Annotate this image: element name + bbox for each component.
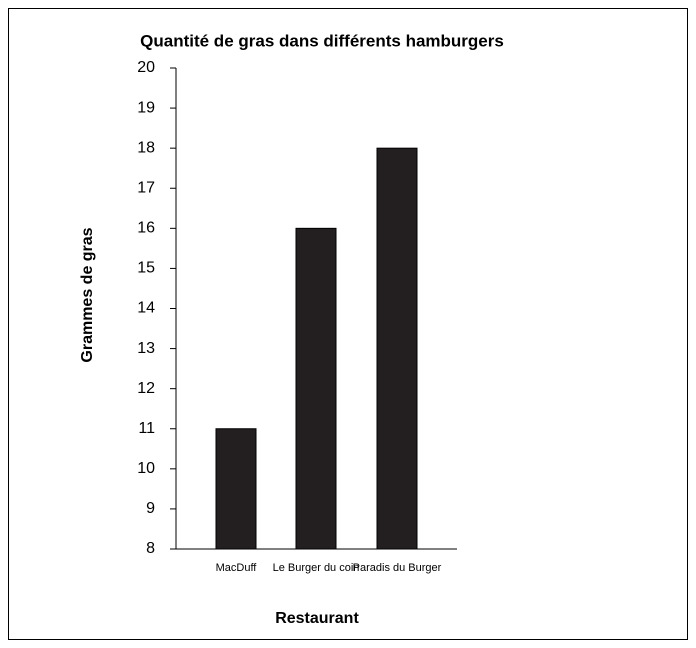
y-tick-label: 19 (137, 99, 155, 116)
y-tick-label: 13 (137, 340, 155, 357)
bar (376, 147, 418, 550)
y-tick-label: 17 (137, 179, 155, 196)
frame (8, 8, 688, 640)
y-tick-label: 9 (146, 500, 155, 517)
chart-title: Quantité de gras dans différents hamburg… (140, 31, 504, 50)
y-tick-label: 8 (146, 540, 155, 557)
y-tick-label: 16 (137, 220, 155, 237)
bar (295, 227, 337, 550)
bar (215, 428, 257, 550)
y-tick-label: 20 (137, 59, 155, 76)
y-tick-label: 10 (137, 460, 155, 477)
y-axis-label: Grammes de gras (79, 227, 96, 362)
y-tick-label: 18 (137, 139, 155, 156)
x-tick-label: Le Burger du coin (273, 562, 360, 574)
x-axis-label: Restaurant (275, 610, 359, 627)
y-tick-label: 11 (138, 420, 155, 437)
y-tick-label: 15 (137, 260, 155, 277)
x-tick-label: MacDuff (216, 562, 258, 574)
x-tick-label: Paradis du Burger (353, 562, 442, 574)
y-tick-label: 14 (137, 300, 155, 317)
y-tick-label: 12 (137, 380, 155, 397)
